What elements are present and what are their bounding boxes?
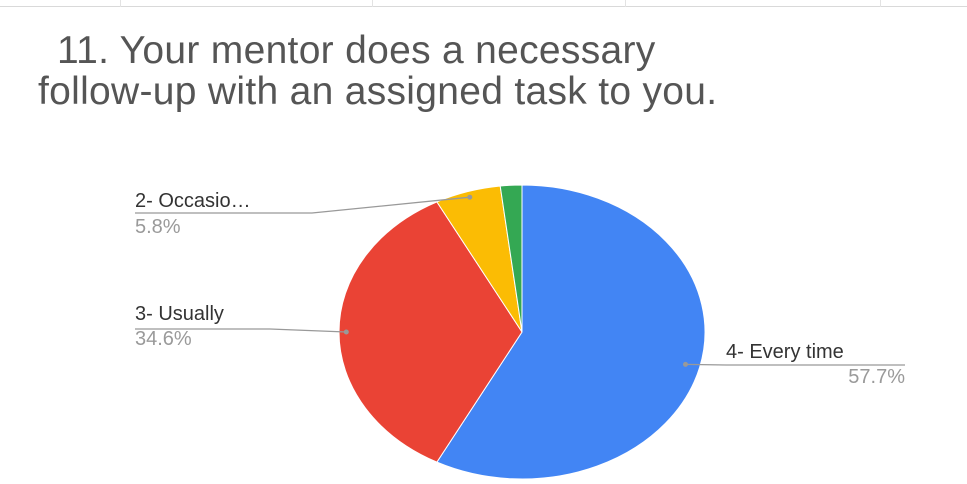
divider-tick: [880, 0, 881, 7]
divider-tick: [372, 0, 373, 7]
chart-title-line-2: follow-up with an assigned task to you.: [38, 70, 718, 113]
chart-title-line-1: 11. Your mentor does a necessary: [57, 29, 656, 72]
slice-value-usually: 34.6%: [135, 328, 192, 350]
pie-slices: [338, 184, 706, 480]
pie-slice-rarely: [499, 184, 523, 333]
slice-label-usually: 3- Usually: [135, 303, 224, 325]
leader-line-every-time: [685, 363, 905, 366]
leader-lines: [135, 194, 905, 367]
slice-value-occasionally: 5.8%: [135, 216, 181, 238]
leader-line-every-time-dot: [683, 361, 688, 367]
slice-label-occasionally: 2- Occasio…: [135, 190, 251, 212]
leader-line-usually: [135, 328, 347, 333]
chart-title: 11. Your mentor does a necessary follow-…: [38, 30, 938, 112]
divider-tick: [625, 0, 626, 7]
slice-labels: 4- Every time 57.7% 3- Usually 34.6% 2- …: [135, 190, 905, 388]
leader-line-occasionally-dot: [467, 194, 473, 200]
leader-line-occasionally: [135, 196, 470, 214]
pie-slice-every-time: [436, 184, 706, 480]
divider-tick: [120, 0, 121, 7]
slice-label-every-time: 4- Every time: [726, 341, 844, 363]
top-divider: [0, 6, 967, 7]
leader-line-usually-dot: [343, 329, 349, 335]
slice-value-every-time: 57.7%: [848, 366, 905, 388]
